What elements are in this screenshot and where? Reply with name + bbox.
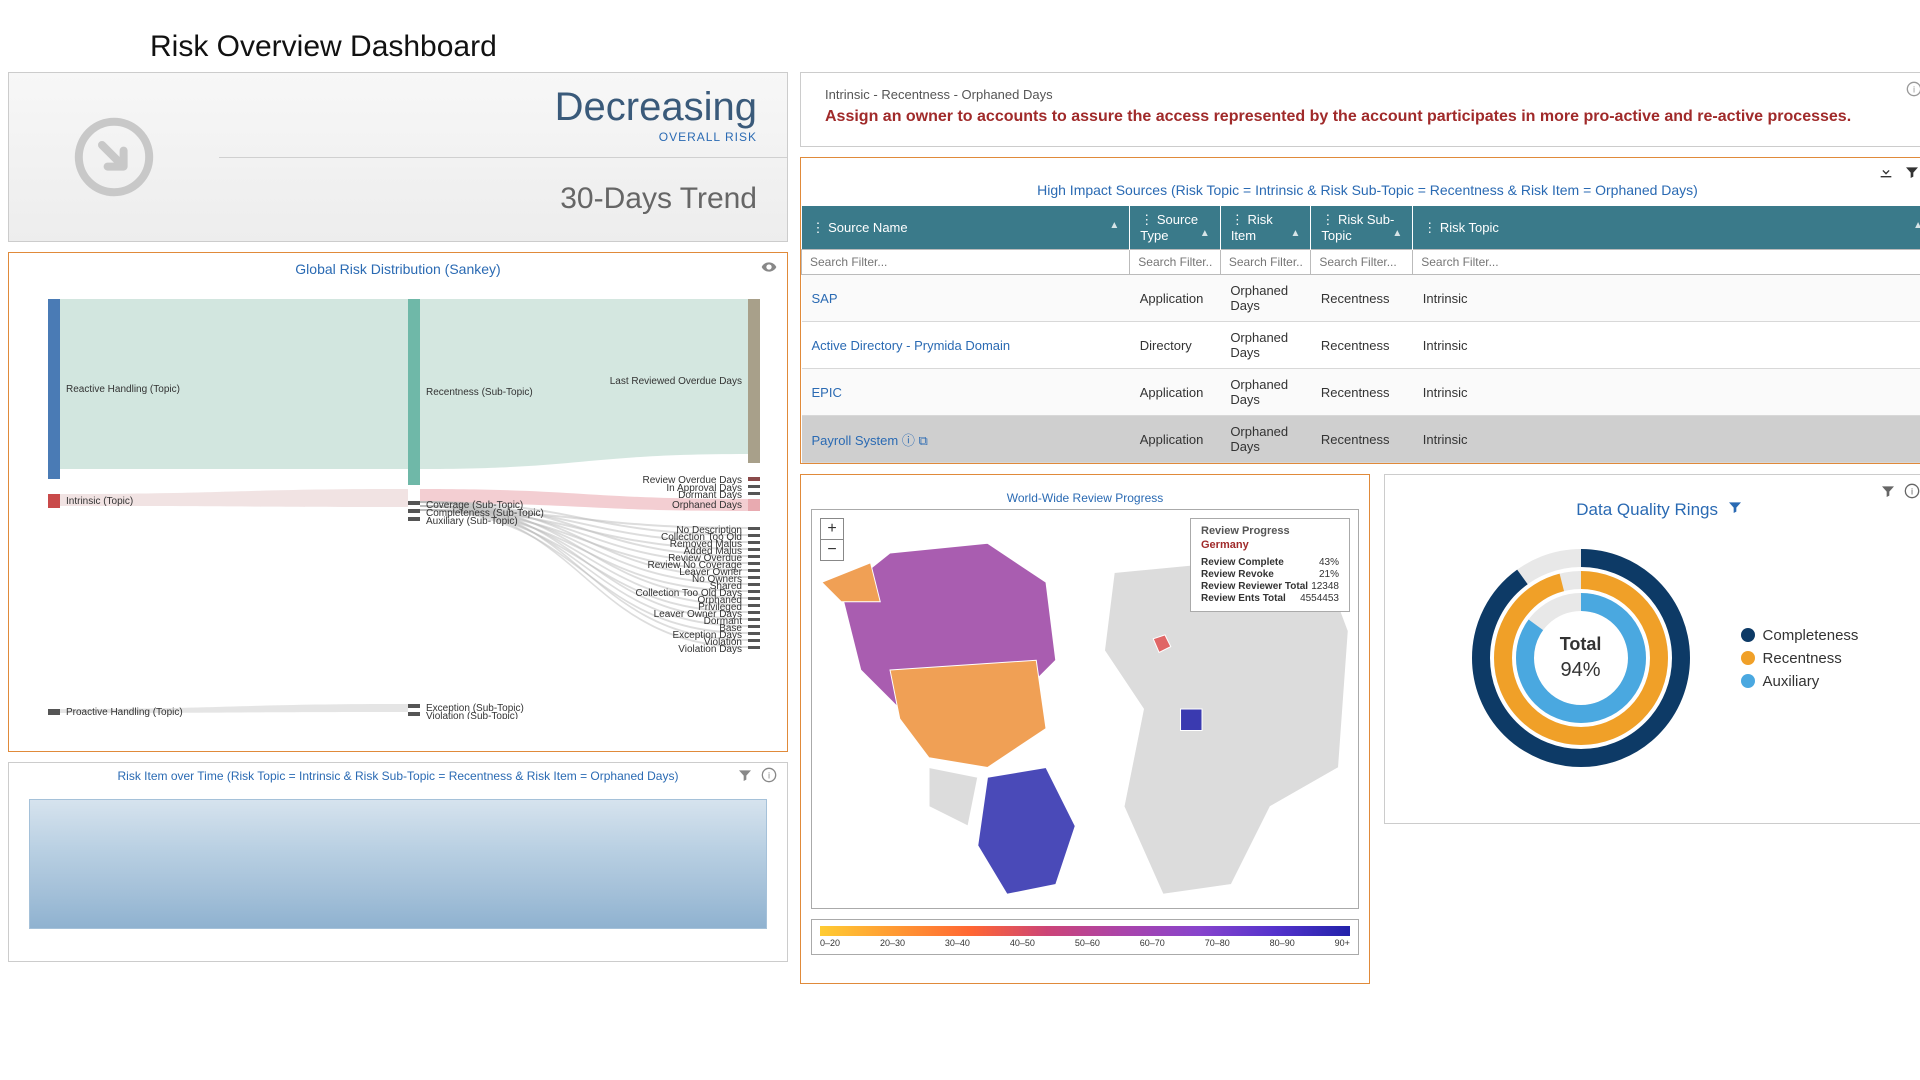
svg-text:Recentness (Sub-Topic): Recentness (Sub-Topic) bbox=[426, 387, 533, 398]
tooltip-title: Review Progress bbox=[1201, 525, 1339, 537]
kpi-value: Decreasing bbox=[555, 85, 757, 130]
map-legend: 0–20 20–30 30–40 40–50 50–60 60–70 70–80 80–90 9… bbox=[811, 919, 1359, 955]
map-tooltip: Review Progress Germany Review Complete4… bbox=[1190, 518, 1350, 612]
tooltip-row: Review Ents Total4554453 bbox=[1201, 593, 1339, 604]
legend-gradient bbox=[820, 926, 1350, 936]
svg-text:Last Reviewed Overdue Days: Last Reviewed Overdue Days bbox=[610, 376, 742, 387]
recommendation-breadcrumb: Intrinsic - Recentness - Orphaned Days bbox=[825, 87, 1910, 102]
tooltip-country: Germany bbox=[1201, 539, 1339, 551]
legend-tick: 30–40 bbox=[945, 938, 970, 948]
legend-tick: 40–50 bbox=[1010, 938, 1035, 948]
legend-tick: 90+ bbox=[1335, 938, 1350, 948]
filter-input-risk_item[interactable] bbox=[1221, 250, 1311, 274]
filter-icon[interactable] bbox=[737, 767, 753, 786]
zoom-out-button[interactable]: − bbox=[821, 540, 843, 560]
expand-icon[interactable]: ⧉ bbox=[918, 433, 927, 448]
legend-item[interactable]: Completeness bbox=[1741, 627, 1859, 644]
donut-chart[interactable]: Total 94% bbox=[1461, 538, 1701, 778]
eye-icon[interactable] bbox=[761, 259, 777, 278]
time-chart-area[interactable] bbox=[29, 799, 767, 929]
info-icon[interactable]: i bbox=[761, 767, 777, 786]
column-header-source_type[interactable]: ⋮ Source Type▲ bbox=[1130, 206, 1221, 250]
column-header-risk_sub_topic[interactable]: ⋮ Risk Sub-Topic▲ bbox=[1311, 206, 1413, 250]
time-chart-panel: Risk Item over Time (Risk Topic = Intrin… bbox=[8, 762, 788, 962]
zoom-in-button[interactable]: + bbox=[821, 519, 843, 540]
donut-center-label: Total bbox=[1560, 634, 1602, 655]
filter-icon[interactable] bbox=[1727, 502, 1743, 518]
filter-input-risk_sub_topic[interactable] bbox=[1311, 250, 1412, 274]
time-chart-title: Risk Item over Time (Risk Topic = Intrin… bbox=[118, 769, 679, 783]
table-row[interactable]: EPICApplicationOrphaned DaysRecentnessIn… bbox=[802, 369, 1920, 416]
rings-title: Data Quality Rings bbox=[1395, 485, 1920, 528]
svg-text:Intrinsic (Topic): Intrinsic (Topic) bbox=[66, 496, 133, 507]
kpi-label: OVERALL RISK bbox=[659, 130, 757, 144]
high-impact-table-panel: High Impact Sources (Risk Topic = Intrin… bbox=[800, 157, 1920, 464]
download-icon[interactable] bbox=[1878, 164, 1894, 183]
arrow-down-right-circle-icon bbox=[74, 117, 154, 197]
tooltip-row: Review Reviewer Total12348 bbox=[1201, 581, 1339, 592]
map-panel: World-Wide Review Progress + − Review Pr… bbox=[800, 474, 1370, 984]
sankey-panel: Global Risk Distribution (Sankey) Reacti… bbox=[8, 252, 788, 752]
page-title: Risk Overview Dashboard bbox=[0, 0, 1920, 72]
table-row[interactable]: Active Directory - Prymida DomainDirecto… bbox=[802, 322, 1920, 369]
legend-tick: 50–60 bbox=[1075, 938, 1100, 948]
sankey-title: Global Risk Distribution (Sankey) bbox=[9, 253, 787, 281]
legend-item[interactable]: Recentness bbox=[1741, 650, 1859, 667]
svg-text:Violation (Sub-Topic): Violation (Sub-Topic) bbox=[426, 711, 518, 719]
rings-panel: i Data Quality Rings Total 94% Completen… bbox=[1384, 474, 1920, 824]
legend-tick: 80–90 bbox=[1270, 938, 1295, 948]
right-column: i Intrinsic - Recentness - Orphaned Days… bbox=[800, 72, 1920, 984]
filter-icon[interactable] bbox=[1880, 483, 1896, 502]
high-impact-title: High Impact Sources (Risk Topic = Intrin… bbox=[801, 158, 1920, 206]
map-title: World-Wide Review Progress bbox=[811, 491, 1359, 505]
kpi-trend-icon-wrap bbox=[9, 73, 219, 241]
filter-input-source_name[interactable] bbox=[802, 250, 1129, 274]
legend-tick: 20–30 bbox=[880, 938, 905, 948]
column-header-risk_item[interactable]: ⋮ Risk Item▲ bbox=[1220, 206, 1311, 250]
high-impact-table: ⋮ Source Name▲⋮ Source Type▲⋮ Risk Item▲… bbox=[801, 206, 1920, 463]
svg-text:i: i bbox=[1913, 84, 1915, 94]
filter-input-source_type[interactable] bbox=[1130, 250, 1220, 274]
info-icon[interactable]: ⓘ bbox=[902, 433, 915, 448]
legend-tick: 70–80 bbox=[1205, 938, 1230, 948]
svg-text:i: i bbox=[1911, 487, 1913, 497]
column-header-source_name[interactable]: ⋮ Source Name▲ bbox=[802, 206, 1130, 250]
bottom-split: World-Wide Review Progress + − Review Pr… bbox=[800, 474, 1920, 984]
rings-legend: Completeness Recentness Auxiliary bbox=[1741, 621, 1859, 696]
table-row[interactable]: SAPApplicationOrphaned DaysRecentnessInt… bbox=[802, 275, 1920, 322]
donut-center-value: 94% bbox=[1560, 659, 1602, 682]
kpi-trend-label: 30-Days Trend bbox=[560, 182, 757, 216]
map-zoom-controls: + − bbox=[820, 518, 844, 561]
svg-text:Auxiliary (Sub-Topic): Auxiliary (Sub-Topic) bbox=[426, 516, 518, 527]
tooltip-row: Review Complete43% bbox=[1201, 557, 1339, 568]
map-area[interactable]: + − Review Progress Germany Review Compl… bbox=[811, 509, 1359, 909]
kpi-tile: Decreasing OVERALL RISK 30-Days Trend bbox=[8, 72, 788, 242]
svg-text:Violation Days: Violation Days bbox=[678, 644, 742, 655]
recommendation-panel: i Intrinsic - Recentness - Orphaned Days… bbox=[800, 72, 1920, 147]
info-icon[interactable]: i bbox=[1906, 81, 1920, 100]
svg-text:Orphaned Days: Orphaned Days bbox=[672, 500, 742, 511]
table-row[interactable]: Payroll System ⓘ ⧉ApplicationOrphaned Da… bbox=[802, 416, 1920, 463]
filter-icon[interactable] bbox=[1904, 164, 1920, 183]
recommendation-text: Assign an owner to accounts to assure th… bbox=[825, 106, 1910, 128]
svg-text:Proactive Handling (Topic): Proactive Handling (Topic) bbox=[66, 707, 183, 718]
info-icon[interactable]: i bbox=[1904, 483, 1920, 502]
legend-tick: 60–70 bbox=[1140, 938, 1165, 948]
column-header-risk_topic[interactable]: ⋮ Risk Topic▲ bbox=[1413, 206, 1920, 250]
left-column: Decreasing OVERALL RISK 30-Days Trend Gl… bbox=[8, 72, 788, 984]
svg-text:i: i bbox=[768, 770, 770, 780]
svg-text:Reactive Handling (Topic): Reactive Handling (Topic) bbox=[66, 384, 180, 395]
legend-item[interactable]: Auxiliary bbox=[1741, 673, 1859, 690]
tooltip-row: Review Revoke21% bbox=[1201, 569, 1339, 580]
legend-tick: 0–20 bbox=[820, 938, 840, 948]
sankey-chart[interactable]: Reactive Handling (Topic) Intrinsic (Topi… bbox=[19, 289, 777, 719]
filter-input-risk_topic[interactable] bbox=[1413, 250, 1920, 274]
dashboard-grid: Decreasing OVERALL RISK 30-Days Trend Gl… bbox=[0, 72, 1920, 984]
